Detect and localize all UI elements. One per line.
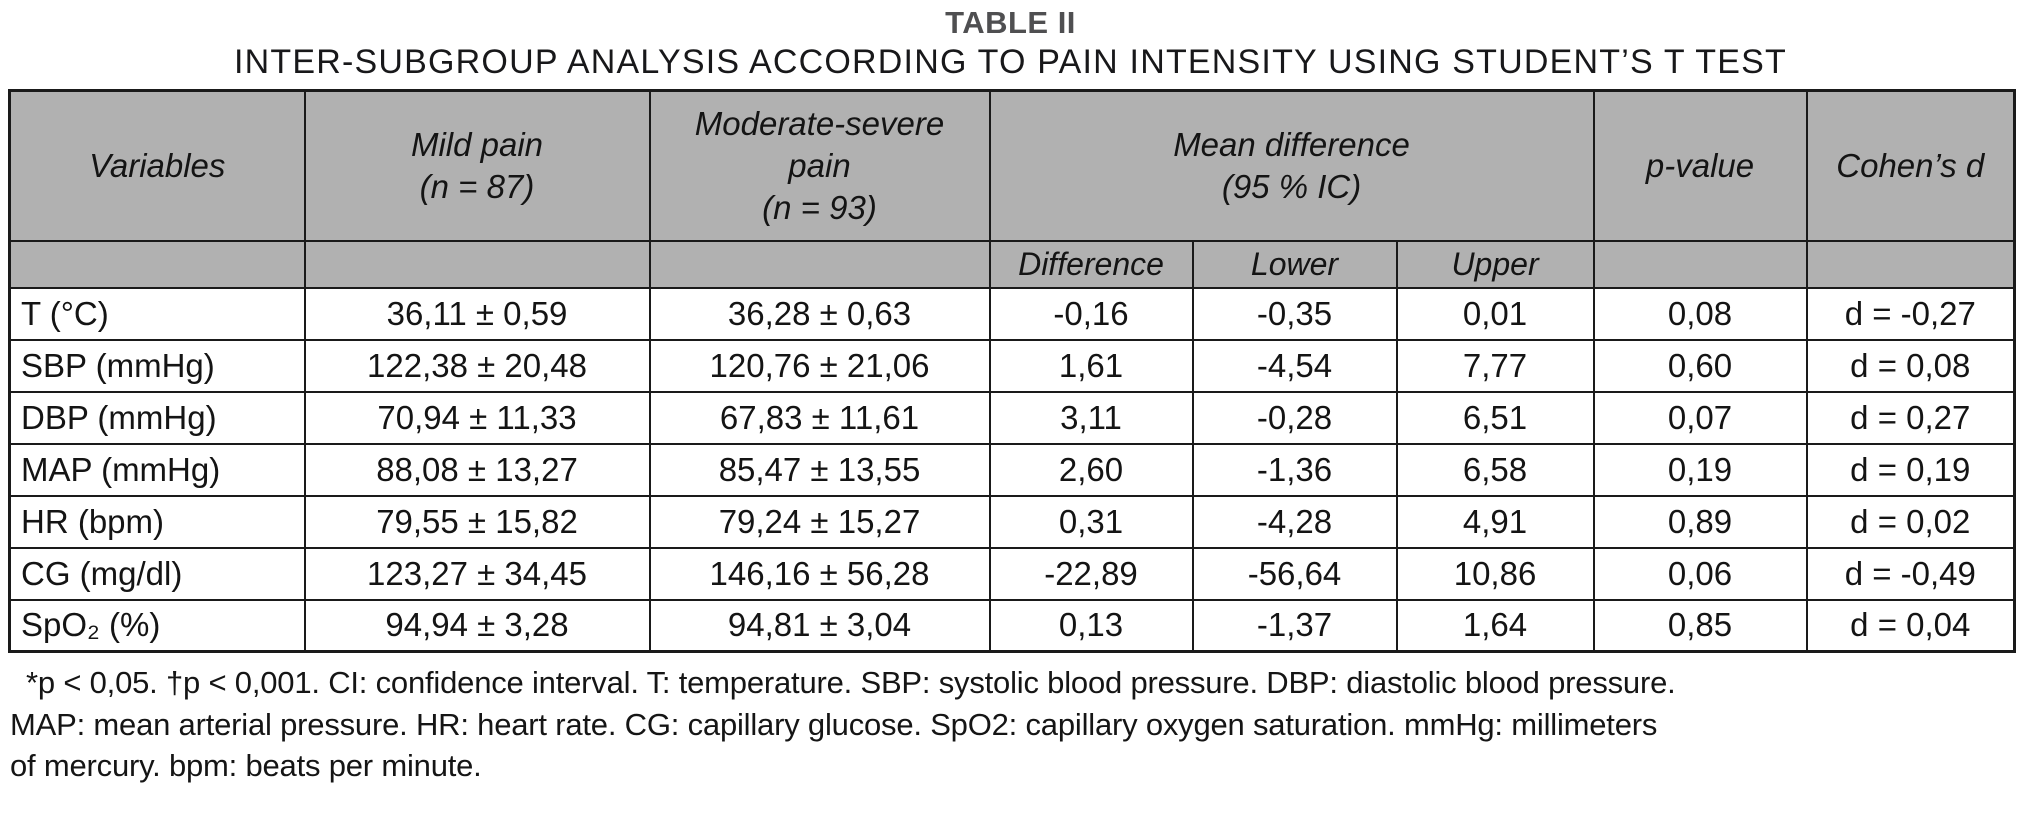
cell-variable: SpO₂ (%) (8, 598, 306, 653)
subheader-empty-moderate (648, 239, 991, 289)
col-header-mean-difference: Mean difference (95 % IC) (988, 89, 1595, 242)
cell-variable: DBP (mmHg) (8, 390, 306, 445)
cell-difference: 0,13 (988, 598, 1194, 653)
cell-variable: SBP (mmHg) (8, 338, 306, 393)
header-row-main: Variables Mild pain (n = 87) Moderate-se… (8, 89, 2016, 242)
cell-difference: -0,16 (988, 286, 1194, 341)
cell-upper: 6,58 (1395, 442, 1595, 497)
table-row: MAP (mmHg) 88,08 ± 13,27 85,47 ± 13,55 2… (8, 442, 2016, 497)
cell-moderate: 67,83 ± 11,61 (648, 390, 991, 445)
cell-lower: -1,37 (1191, 598, 1398, 653)
subheader-upper: Upper (1395, 239, 1595, 289)
cell-upper: 7,77 (1395, 338, 1595, 393)
cell-moderate: 36,28 ± 0,63 (648, 286, 991, 341)
cell-lower: -56,64 (1191, 546, 1398, 601)
cell-lower: -1,36 (1191, 442, 1398, 497)
cell-p-value: 0,89 (1592, 494, 1808, 549)
title-block: TABLE II INTER-SUBGROUP ANALYSIS ACCORDI… (0, 0, 2021, 82)
cell-lower: -4,54 (1191, 338, 1398, 393)
cell-difference: 0,31 (988, 494, 1194, 549)
cell-difference: 1,61 (988, 338, 1194, 393)
col-header-p-value: p-value (1592, 89, 1808, 242)
cell-cohens-d: d = 0,27 (1805, 390, 2016, 445)
cell-difference: 2,60 (988, 442, 1194, 497)
cell-variable: CG (mg/dl) (8, 546, 306, 601)
table-number: TABLE II (945, 5, 1076, 40)
cell-upper: 10,86 (1395, 546, 1595, 601)
cell-cohens-d: d = 0,02 (1805, 494, 2016, 549)
subheader-empty-cohens-d (1805, 239, 2016, 289)
cell-p-value: 0,07 (1592, 390, 1808, 445)
cell-moderate: 85,47 ± 13,55 (648, 442, 991, 497)
cell-moderate: 94,81 ± 3,04 (648, 598, 991, 653)
subheader-difference: Difference (988, 239, 1194, 289)
cell-lower: -0,35 (1191, 286, 1398, 341)
cell-cohens-d: d = 0,04 (1805, 598, 2016, 653)
cell-upper: 6,51 (1395, 390, 1595, 445)
table-row: CG (mg/dl) 123,27 ± 34,45 146,16 ± 56,28… (8, 546, 2016, 601)
cell-mild: 88,08 ± 13,27 (303, 442, 651, 497)
cell-lower: -0,28 (1191, 390, 1398, 445)
cell-lower: -4,28 (1191, 494, 1398, 549)
subheader-empty-variables (8, 239, 306, 289)
col-header-mild-pain: Mild pain (n = 87) (303, 89, 651, 242)
cell-upper: 0,01 (1395, 286, 1595, 341)
cell-moderate: 120,76 ± 21,06 (648, 338, 991, 393)
table-row: SpO₂ (%) 94,94 ± 3,28 94,81 ± 3,04 0,13 … (8, 598, 2016, 653)
cell-variable: HR (bpm) (8, 494, 306, 549)
cell-variable: MAP (mmHg) (8, 442, 306, 497)
table-row: DBP (mmHg) 70,94 ± 11,33 67,83 ± 11,61 3… (8, 390, 2016, 445)
subheader-empty-mild (303, 239, 651, 289)
table-row: HR (bpm) 79,55 ± 15,82 79,24 ± 15,27 0,3… (8, 494, 2016, 549)
subheader-lower: Lower (1191, 239, 1398, 289)
cell-mild: 94,94 ± 3,28 (303, 598, 651, 653)
cell-mild: 36,11 ± 0,59 (303, 286, 651, 341)
cell-difference: -22,89 (988, 546, 1194, 601)
table-footnote: *p < 0,05. †p < 0,001. CI: confidence in… (10, 665, 1676, 784)
cell-upper: 1,64 (1395, 598, 1595, 653)
cell-p-value: 0,85 (1592, 598, 1808, 653)
cell-mild: 79,55 ± 15,82 (303, 494, 651, 549)
cell-upper: 4,91 (1395, 494, 1595, 549)
cell-difference: 3,11 (988, 390, 1194, 445)
cell-p-value: 0,60 (1592, 338, 1808, 393)
cell-p-value: 0,19 (1592, 442, 1808, 497)
table-row: SBP (mmHg) 122,38 ± 20,48 120,76 ± 21,06… (8, 338, 2016, 393)
cell-mild: 123,27 ± 34,45 (303, 546, 651, 601)
cell-cohens-d: d = 0,19 (1805, 442, 2016, 497)
col-header-moderate-severe-pain: Moderate-severe pain (n = 93) (648, 89, 991, 242)
cell-moderate: 146,16 ± 56,28 (648, 546, 991, 601)
table-title: INTER-SUBGROUP ANALYSIS ACCORDING TO PAI… (234, 43, 1787, 82)
table-row: T (°C) 36,11 ± 0,59 36,28 ± 0,63 -0,16 -… (8, 286, 2016, 341)
cell-p-value: 0,08 (1592, 286, 1808, 341)
cell-variable: T (°C) (8, 286, 306, 341)
col-header-variables: Variables (8, 89, 306, 242)
cell-cohens-d: d = -0,27 (1805, 286, 2016, 341)
data-table: Variables Mild pain (n = 87) Moderate-se… (8, 89, 2017, 654)
cell-cohens-d: d = 0,08 (1805, 338, 2016, 393)
cell-moderate: 79,24 ± 15,27 (648, 494, 991, 549)
cell-p-value: 0,06 (1592, 546, 1808, 601)
cell-cohens-d: d = -0,49 (1805, 546, 2016, 601)
cell-mild: 70,94 ± 11,33 (303, 390, 651, 445)
cell-mild: 122,38 ± 20,48 (303, 338, 651, 393)
col-header-cohens-d: Cohen’s d (1805, 89, 2016, 242)
subheader-empty-p-value (1592, 239, 1808, 289)
header-row-sub: Difference Lower Upper (8, 239, 2016, 289)
